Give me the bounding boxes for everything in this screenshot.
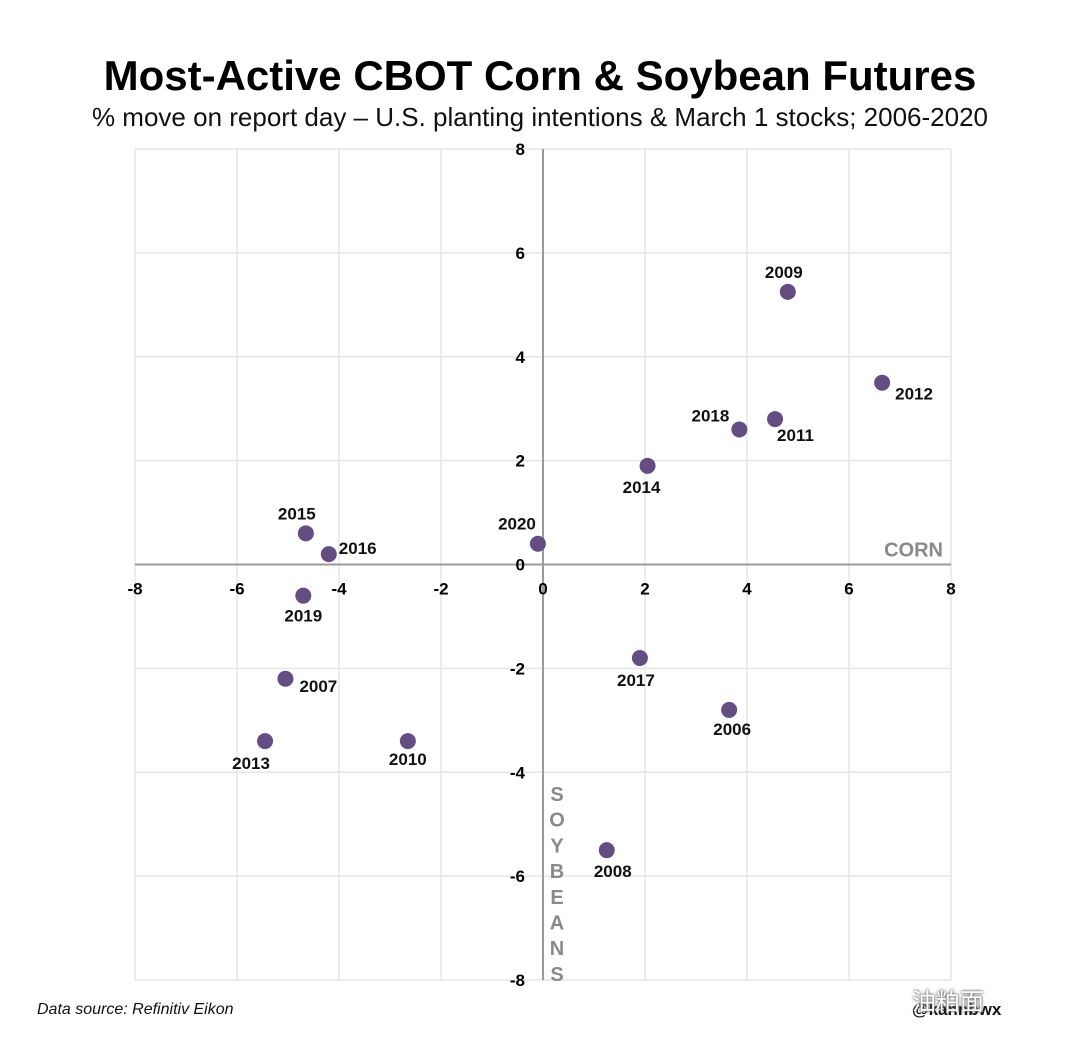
data-point bbox=[721, 701, 738, 718]
data-point bbox=[399, 733, 416, 750]
x-tick-label: 6 bbox=[844, 580, 853, 599]
y-tick-label: 0 bbox=[516, 556, 525, 575]
data-point-label: 2013 bbox=[232, 754, 270, 773]
y-tick-label: 4 bbox=[516, 348, 526, 367]
data-point-label: 2007 bbox=[299, 677, 337, 696]
y-axis-label-letter: E bbox=[550, 887, 563, 909]
data-points: 2006200720082009201020112012201320142015… bbox=[232, 263, 933, 881]
data-point-label: 2014 bbox=[623, 478, 661, 497]
data-point-label: 2009 bbox=[765, 263, 803, 282]
y-tick-label: -6 bbox=[510, 867, 525, 886]
data-point bbox=[779, 283, 796, 300]
data-point bbox=[257, 733, 274, 750]
data-point bbox=[731, 421, 748, 438]
x-tick-label: 8 bbox=[946, 580, 955, 599]
y-axis-label-letter: B bbox=[550, 861, 564, 883]
y-tick-label: -2 bbox=[510, 659, 525, 678]
y-tick-label: -8 bbox=[510, 971, 525, 990]
y-axis-label-letter: N bbox=[550, 938, 564, 960]
y-tick-label: -4 bbox=[510, 763, 526, 782]
data-point bbox=[320, 546, 337, 563]
x-tick-label: 2 bbox=[640, 580, 649, 599]
y-tick-label: 8 bbox=[516, 140, 525, 159]
y-tick-label: 6 bbox=[516, 244, 525, 263]
data-point-label: 2017 bbox=[617, 671, 655, 690]
x-tick-label: 0 bbox=[538, 580, 547, 599]
y-axis-label-letter: Y bbox=[550, 835, 564, 857]
chart-axes bbox=[135, 149, 951, 980]
data-point bbox=[639, 457, 656, 474]
y-axis-label-letter: S bbox=[550, 784, 563, 806]
data-source-note: Data source: Refinitiv Eikon bbox=[37, 1001, 234, 1018]
data-point bbox=[874, 374, 891, 391]
data-point bbox=[767, 411, 784, 428]
data-point-label: 2012 bbox=[895, 385, 933, 404]
x-tick-label: -4 bbox=[331, 580, 347, 599]
tick-labels: -8 -6 -4 -2 0 2 4 6 8 -8 -6 -4 -2 0 2 4 6 8 bbox=[127, 140, 955, 990]
data-point bbox=[598, 842, 615, 859]
x-tick-label: -2 bbox=[433, 580, 448, 599]
y-axis-label-letter: O bbox=[549, 810, 565, 832]
y-axis-label-letter: S bbox=[550, 964, 563, 986]
y-tick-label: 2 bbox=[516, 452, 525, 471]
data-point-label: 2010 bbox=[389, 750, 427, 769]
data-point-label: 2016 bbox=[339, 539, 377, 558]
data-point bbox=[277, 670, 294, 687]
y-axis-label-letter: A bbox=[550, 913, 564, 935]
data-point-label: 2020 bbox=[498, 515, 536, 534]
data-point bbox=[529, 535, 546, 552]
data-point-label: 2019 bbox=[284, 607, 322, 626]
x-tick-label: 4 bbox=[742, 580, 752, 599]
data-point-label: 2011 bbox=[777, 426, 814, 445]
x-tick-label: -8 bbox=[127, 580, 142, 599]
data-point-label: 2015 bbox=[278, 504, 316, 523]
data-point bbox=[631, 649, 648, 666]
author-handle: @kannbwx bbox=[912, 1000, 1002, 1019]
x-tick-label: -6 bbox=[229, 580, 244, 599]
chart-subtitle: % move on report day – U.S. planting int… bbox=[91, 102, 989, 132]
data-point bbox=[297, 525, 314, 542]
x-axis-label: CORN bbox=[884, 540, 943, 562]
watermark: 油粕面 bbox=[912, 989, 984, 1016]
data-point-label: 2006 bbox=[713, 720, 751, 739]
chart-title: Most-Active CBOT Corn & Soybean Futures bbox=[103, 52, 977, 99]
data-point-label: 2008 bbox=[594, 862, 632, 881]
data-point bbox=[295, 587, 312, 604]
data-point-label: 2018 bbox=[692, 406, 730, 425]
